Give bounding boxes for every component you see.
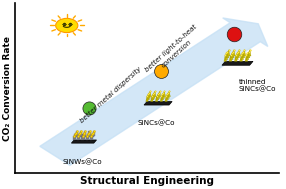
Polygon shape xyxy=(166,94,168,100)
Polygon shape xyxy=(236,53,238,60)
Polygon shape xyxy=(78,134,80,139)
Polygon shape xyxy=(242,52,245,58)
Polygon shape xyxy=(84,131,86,136)
Polygon shape xyxy=(149,91,151,97)
Polygon shape xyxy=(154,91,156,97)
Text: thinned
SiNCs@Co: thinned SiNCs@Co xyxy=(239,79,276,92)
Polygon shape xyxy=(247,52,250,58)
Polygon shape xyxy=(72,140,96,143)
Polygon shape xyxy=(92,133,94,137)
Polygon shape xyxy=(161,94,164,100)
Polygon shape xyxy=(146,96,148,101)
Polygon shape xyxy=(150,96,153,101)
Polygon shape xyxy=(227,50,230,56)
Polygon shape xyxy=(91,134,93,139)
Polygon shape xyxy=(237,52,239,58)
Polygon shape xyxy=(155,96,158,101)
Polygon shape xyxy=(156,94,159,100)
Polygon shape xyxy=(88,131,91,136)
Polygon shape xyxy=(248,50,251,56)
Text: SiNWs@Co: SiNWs@Co xyxy=(63,158,102,165)
Polygon shape xyxy=(77,136,80,140)
Polygon shape xyxy=(79,133,81,137)
Polygon shape xyxy=(224,55,227,61)
Polygon shape xyxy=(229,55,232,61)
Polygon shape xyxy=(76,131,78,136)
Polygon shape xyxy=(243,50,246,56)
Polygon shape xyxy=(167,93,169,98)
Polygon shape xyxy=(163,91,166,97)
Polygon shape xyxy=(241,53,244,60)
Circle shape xyxy=(56,18,78,33)
Polygon shape xyxy=(152,94,154,100)
Polygon shape xyxy=(148,93,150,98)
Polygon shape xyxy=(88,133,90,137)
Polygon shape xyxy=(222,61,253,65)
Polygon shape xyxy=(86,136,88,140)
Polygon shape xyxy=(160,96,162,101)
Polygon shape xyxy=(245,55,248,61)
Point xyxy=(87,107,92,110)
FancyArrow shape xyxy=(40,18,268,165)
Y-axis label: CO₂ Conversion Rate: CO₂ Conversion Rate xyxy=(3,36,13,141)
Polygon shape xyxy=(83,133,86,137)
Polygon shape xyxy=(152,93,155,98)
Polygon shape xyxy=(75,133,77,137)
Polygon shape xyxy=(93,131,95,136)
Polygon shape xyxy=(80,131,82,136)
Polygon shape xyxy=(233,50,235,56)
Polygon shape xyxy=(226,52,229,58)
Polygon shape xyxy=(74,134,76,139)
Polygon shape xyxy=(157,93,160,98)
X-axis label: Structural Engineering: Structural Engineering xyxy=(80,176,214,186)
Polygon shape xyxy=(87,134,89,139)
Polygon shape xyxy=(225,53,228,60)
Polygon shape xyxy=(90,136,92,140)
Point xyxy=(232,33,237,36)
Point xyxy=(158,70,163,73)
Polygon shape xyxy=(73,136,75,140)
Polygon shape xyxy=(147,94,149,100)
Polygon shape xyxy=(235,55,237,61)
Polygon shape xyxy=(168,91,170,97)
Polygon shape xyxy=(162,93,164,98)
Polygon shape xyxy=(231,52,234,58)
Polygon shape xyxy=(165,96,167,101)
Polygon shape xyxy=(246,53,249,60)
Text: SiNCs@Co: SiNCs@Co xyxy=(138,119,175,126)
Polygon shape xyxy=(82,134,85,139)
Polygon shape xyxy=(144,101,172,105)
Polygon shape xyxy=(240,55,243,61)
Polygon shape xyxy=(158,91,161,97)
Text: better light-to-heat
conversion: better light-to-heat conversion xyxy=(144,24,203,78)
Text: better metal dispersity: better metal dispersity xyxy=(78,66,142,124)
Polygon shape xyxy=(238,50,241,56)
Polygon shape xyxy=(230,53,233,60)
Polygon shape xyxy=(82,136,84,140)
